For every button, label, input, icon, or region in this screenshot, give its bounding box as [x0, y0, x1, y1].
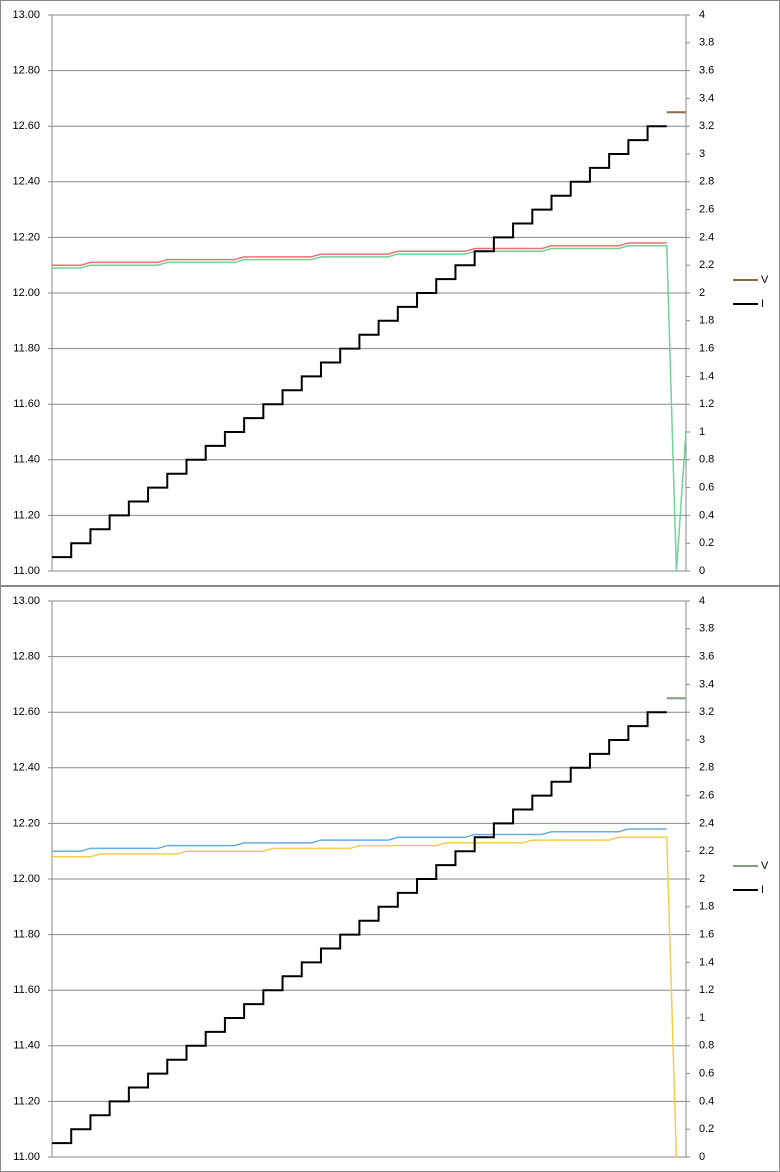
y2-tick-label: 4: [699, 595, 705, 607]
y-tick-label: 12.80: [12, 65, 40, 77]
y2-tick-label: 3.6: [699, 651, 714, 663]
y2-tick-label: 0.4: [699, 1095, 714, 1107]
y2-tick-label: 3.8: [699, 623, 714, 635]
y-tick-label: 12.00: [12, 873, 40, 885]
y2-tick-label: 1.8: [699, 315, 714, 327]
series-line: [52, 242, 667, 266]
y-tick-label: 12.20: [12, 817, 40, 829]
y2-tick-label: 2: [699, 873, 705, 885]
y2-tick-label: 4: [699, 9, 705, 21]
y-tick-label: 12.40: [12, 762, 40, 774]
y-tick-label: 11.80: [13, 929, 40, 941]
y-tick-label: 11.40: [13, 454, 40, 466]
legend-label: V: [761, 274, 769, 286]
series-line: [52, 836, 678, 1158]
y2-tick-label: 3.4: [699, 678, 714, 690]
y2-tick-label: 3.8: [699, 37, 714, 49]
y2-tick-label: 0.2: [699, 1123, 714, 1135]
y2-tick-label: 0: [699, 1151, 705, 1163]
y2-tick-label: 1.2: [699, 398, 714, 410]
series-line: [52, 244, 687, 572]
y2-tick-label: 0.6: [699, 1068, 714, 1080]
series-line: [52, 711, 667, 1145]
y-tick-label: 13.00: [12, 9, 40, 21]
y2-tick-label: 3: [699, 148, 705, 160]
y-tick-label: 11.20: [13, 1095, 40, 1107]
y2-tick-label: 2.8: [699, 176, 714, 188]
y-tick-label: 11.00: [13, 565, 40, 577]
y2-tick-label: 1.4: [699, 956, 714, 968]
series-line: [52, 828, 667, 852]
y2-tick-label: 3.2: [699, 706, 714, 718]
y2-tick-label: 1.2: [699, 984, 714, 996]
y2-tick-label: 3.4: [699, 92, 714, 104]
y2-tick-label: 2.2: [699, 259, 714, 271]
y-tick-label: 11.40: [13, 1040, 40, 1052]
y2-tick-label: 1.4: [699, 370, 714, 382]
y2-tick-label: 2.4: [699, 817, 714, 829]
y2-tick-label: 2.6: [699, 204, 714, 216]
y-tick-label: 13.00: [12, 595, 40, 607]
y2-tick-label: 0.8: [699, 1040, 714, 1052]
y2-tick-label: 0.8: [699, 454, 714, 466]
y-tick-label: 11.60: [13, 398, 40, 410]
y-tick-label: 12.80: [12, 651, 40, 663]
series-line: [52, 125, 667, 559]
y2-tick-label: 1: [699, 1012, 705, 1024]
y-tick-label: 12.00: [12, 287, 40, 299]
y-tick-label: 11.20: [13, 509, 40, 521]
y2-tick-label: 2: [699, 287, 705, 299]
legend-label: I: [761, 884, 764, 896]
y2-tick-label: 3.6: [699, 65, 714, 77]
y2-tick-label: 1.6: [699, 929, 714, 941]
y2-tick-label: 1.6: [699, 343, 714, 355]
y2-tick-label: 3.2: [699, 120, 714, 132]
y2-tick-label: 2.2: [699, 845, 714, 857]
y2-tick-label: 0: [699, 565, 705, 577]
legend-label: I: [761, 298, 764, 310]
y-tick-label: 12.20: [12, 231, 40, 243]
y-tick-label: 11.80: [13, 343, 40, 355]
y2-tick-label: 1.8: [699, 901, 714, 913]
y2-tick-label: 0.6: [699, 482, 714, 494]
y2-tick-label: 3: [699, 734, 705, 746]
legend-label: V: [761, 860, 769, 872]
y2-tick-label: 2.4: [699, 231, 714, 243]
y2-tick-label: 2.8: [699, 762, 714, 774]
y-tick-label: 12.60: [12, 706, 40, 718]
y-tick-label: 11.60: [13, 984, 40, 996]
y-tick-label: 12.60: [12, 120, 40, 132]
y2-tick-label: 2.6: [699, 790, 714, 802]
y2-tick-label: 0.2: [699, 537, 714, 549]
y-tick-label: 12.40: [12, 176, 40, 188]
y-tick-label: 11.00: [13, 1151, 40, 1163]
y2-tick-label: 0.4: [699, 509, 714, 521]
y2-tick-label: 1: [699, 426, 705, 438]
